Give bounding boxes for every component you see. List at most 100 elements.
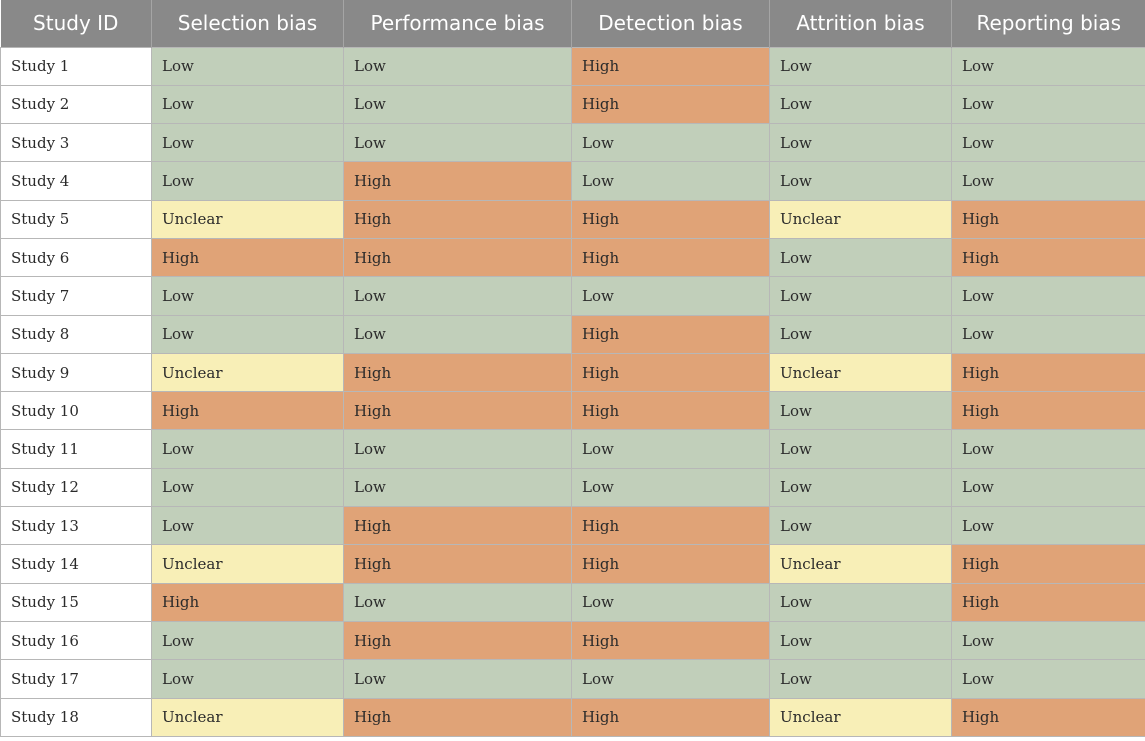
study-id-cell: Study 3	[0, 123, 152, 163]
reporting-bias-cell: High	[951, 199, 1145, 239]
detection-bias-cell: High	[571, 84, 770, 125]
header-row: Study ID Selection bias Performance bias De…	[0, 0, 1145, 47]
selection-bias-cell: Unclear	[151, 199, 344, 239]
detection-bias-cell: High	[571, 237, 770, 278]
study-id-cell: Study 11	[0, 429, 152, 469]
table-body: Study 1 Low Low High Low Low Study 2 Low Low High…	[0, 46, 1145, 737]
attrition-bias-cell: Unclear	[769, 697, 952, 737]
study-id-cell: Study 13	[0, 506, 152, 546]
attrition-bias-cell: Low	[769, 161, 952, 201]
reporting-bias-cell: High	[951, 582, 1145, 622]
reporting-bias-cell: Low	[951, 314, 1145, 354]
attrition-bias-cell: Low	[769, 620, 952, 661]
selection-bias-cell: Low	[151, 659, 344, 699]
table-row: Study 14 Unclear High High Unclear High	[0, 544, 1145, 584]
selection-bias-cell: High	[151, 582, 344, 622]
table-row: Study 2 Low Low High Low Low	[0, 84, 1145, 125]
header-detection-bias: Detection bias	[571, 0, 770, 47]
reporting-bias-cell: High	[951, 391, 1145, 431]
reporting-bias-cell: Low	[951, 123, 1145, 163]
attrition-bias-cell: Low	[769, 123, 952, 163]
performance-bias-cell: High	[343, 697, 572, 737]
study-id-cell: Study 18	[0, 697, 152, 737]
selection-bias-cell: High	[151, 391, 344, 431]
attrition-bias-cell: Low	[769, 46, 952, 86]
selection-bias-cell: Unclear	[151, 697, 344, 737]
detection-bias-cell: Low	[571, 429, 770, 469]
table-row: Study 1 Low Low High Low Low	[0, 46, 1145, 86]
performance-bias-cell: Low	[343, 314, 572, 354]
study-id-cell: Study 8	[0, 314, 152, 354]
table-row: Study 8 Low Low High Low Low	[0, 314, 1145, 354]
study-id-cell: Study 7	[0, 276, 152, 316]
performance-bias-cell: High	[343, 506, 572, 546]
attrition-bias-cell: Low	[769, 506, 952, 546]
selection-bias-cell: Low	[151, 161, 344, 201]
study-id-cell: Study 10	[0, 391, 152, 431]
table-row: Study 11 Low Low Low Low Low	[0, 429, 1145, 469]
attrition-bias-cell: Low	[769, 314, 952, 354]
attrition-bias-cell: Low	[769, 659, 952, 699]
reporting-bias-cell: Low	[951, 161, 1145, 201]
reporting-bias-cell: High	[951, 237, 1145, 278]
performance-bias-cell: Low	[343, 276, 572, 316]
study-id-cell: Study 2	[0, 84, 152, 125]
performance-bias-cell: Low	[343, 84, 572, 125]
detection-bias-cell: High	[571, 544, 770, 584]
performance-bias-cell: High	[343, 199, 572, 239]
performance-bias-cell: High	[343, 161, 572, 201]
detection-bias-cell: High	[571, 697, 770, 737]
header-reporting-bias: Reporting bias	[951, 0, 1145, 47]
detection-bias-cell: Low	[571, 467, 770, 508]
selection-bias-cell: Low	[151, 429, 344, 469]
header-attrition-bias: Attrition bias	[769, 0, 952, 47]
selection-bias-cell: Low	[151, 620, 344, 661]
detection-bias-cell: Low	[571, 161, 770, 201]
performance-bias-cell: Low	[343, 467, 572, 508]
reporting-bias-cell: High	[951, 544, 1145, 584]
table-row: Study 6 High High High Low High	[0, 237, 1145, 278]
header-study-id: Study ID	[0, 0, 152, 47]
study-id-cell: Study 1	[0, 46, 152, 86]
study-id-cell: Study 5	[0, 199, 152, 239]
reporting-bias-cell: Low	[951, 620, 1145, 661]
study-id-cell: Study 15	[0, 582, 152, 622]
attrition-bias-cell: Low	[769, 276, 952, 316]
attrition-bias-cell: Unclear	[769, 352, 952, 393]
selection-bias-cell: High	[151, 237, 344, 278]
study-id-cell: Study 12	[0, 467, 152, 508]
detection-bias-cell: High	[571, 46, 770, 86]
selection-bias-cell: Low	[151, 314, 344, 354]
performance-bias-cell: High	[343, 352, 572, 393]
detection-bias-cell: High	[571, 314, 770, 354]
selection-bias-cell: Low	[151, 123, 344, 163]
selection-bias-cell: Low	[151, 467, 344, 508]
table-row: Study 3 Low Low Low Low Low	[0, 123, 1145, 163]
reporting-bias-cell: Low	[951, 659, 1145, 699]
performance-bias-cell: High	[343, 544, 572, 584]
detection-bias-cell: High	[571, 199, 770, 239]
detection-bias-cell: High	[571, 391, 770, 431]
reporting-bias-cell: Low	[951, 429, 1145, 469]
performance-bias-cell: Low	[343, 123, 572, 163]
study-id-cell: Study 4	[0, 161, 152, 201]
selection-bias-cell: Low	[151, 46, 344, 86]
reporting-bias-cell: Low	[951, 276, 1145, 316]
table-row: Study 7 Low Low Low Low Low	[0, 276, 1145, 316]
reporting-bias-cell: Low	[951, 84, 1145, 125]
table-row: Study 17 Low Low Low Low Low	[0, 659, 1145, 699]
detection-bias-cell: Low	[571, 123, 770, 163]
table-row: Study 10 High High High Low High	[0, 391, 1145, 431]
attrition-bias-cell: Unclear	[769, 544, 952, 584]
selection-bias-cell: Unclear	[151, 352, 344, 393]
performance-bias-cell: Low	[343, 429, 572, 469]
performance-bias-cell: Low	[343, 582, 572, 622]
selection-bias-cell: Low	[151, 276, 344, 316]
attrition-bias-cell: Low	[769, 582, 952, 622]
study-id-cell: Study 16	[0, 620, 152, 661]
study-id-cell: Study 17	[0, 659, 152, 699]
reporting-bias-cell: High	[951, 352, 1145, 393]
table-row: Study 13 Low High High Low Low	[0, 506, 1145, 546]
selection-bias-cell: Low	[151, 84, 344, 125]
